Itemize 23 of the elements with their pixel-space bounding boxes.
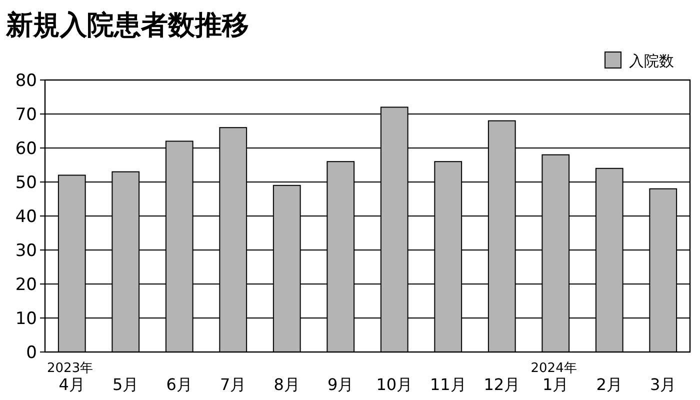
x-tick-label: 12月: [484, 375, 520, 394]
x-tick-label: 6月: [166, 375, 192, 394]
y-tick-label: 40: [15, 207, 37, 227]
y-tick-label: 80: [15, 71, 37, 91]
y-tick-label: 50: [15, 173, 37, 193]
x-tick-label: 9月: [328, 375, 354, 394]
y-tick-label: 60: [15, 139, 37, 159]
x-tick-label: 8月: [274, 375, 300, 394]
x-tick-label: 11月: [430, 375, 466, 394]
x-tick-label: 2月: [596, 375, 622, 394]
x-tick-label: 7月: [220, 375, 246, 394]
y-tick-label: 30: [15, 241, 37, 261]
x-tick-label: 3月: [650, 375, 676, 394]
chart-title: 新規入院患者数推移: [5, 10, 249, 41]
x-tick-label: 5月: [112, 375, 139, 394]
x-tick-label: 2023年 4月: [47, 361, 94, 394]
y-tick-label: 20: [15, 275, 37, 295]
x-tick-label: 10月: [376, 375, 413, 394]
y-tick-label: 10: [15, 309, 37, 329]
y-tick-label: 0: [26, 343, 37, 363]
x-tick-label: 2024年 1月: [530, 361, 577, 394]
legend-label: 入院数: [629, 52, 674, 70]
y-tick-label: 70: [15, 105, 37, 125]
